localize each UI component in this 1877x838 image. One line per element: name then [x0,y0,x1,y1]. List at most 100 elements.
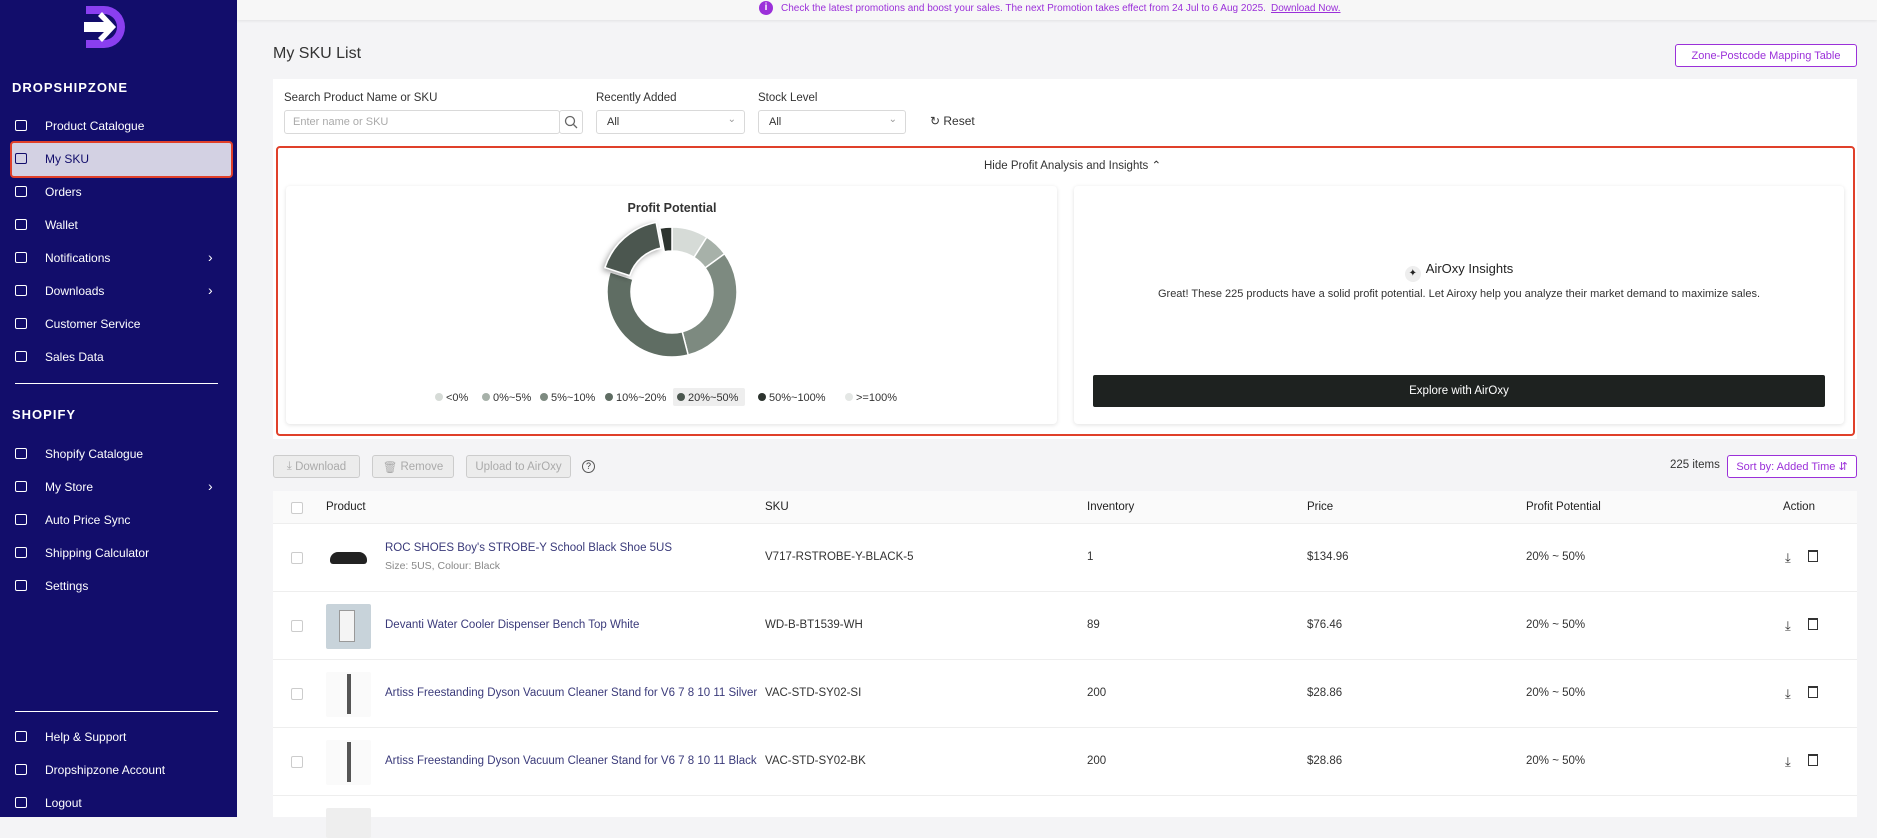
product-name[interactable]: Devanti Water Cooler Dispenser Bench Top… [385,619,640,631]
profit: 20% ~ 50% [1526,687,1586,699]
checkbox[interactable] [291,502,303,514]
nav-item[interactable]: Customer Service [45,317,141,331]
nav-item[interactable]: Settings [45,579,89,593]
insights-card: ✦ AirOxy Insights Great! These 225 produc… [1074,186,1844,424]
chevron: › [208,478,213,494]
nav-item[interactable]: Sales Data [45,350,104,364]
pie-slice [658,226,673,253]
download-icon[interactable]: ⤓ [1785,686,1791,701]
nav-item[interactable]: Dropshipzone Account [45,763,166,777]
product-name[interactable]: Artiss Freestanding Dyson Vacuum Cleaner… [385,755,757,767]
toggle[interactable]: Hide Profit Analysis and Insights ⌃ [984,160,1162,172]
logo[interactable] [80,2,130,52]
remove-button[interactable]: 🗑 Remove [372,455,454,478]
nav-icon [15,318,27,329]
upload-button[interactable]: Upload to AirOxy [466,455,571,478]
download-icon[interactable]: ⤓ [1785,550,1791,565]
row-divider [273,591,1857,592]
select[interactable]: All ⌄ [758,110,906,134]
legend-label: 50%~100% [769,392,826,404]
nav-icon [15,797,27,808]
reset-label: Reset [943,114,975,128]
profit: 20% ~ 50% [1526,551,1586,563]
checkbox[interactable] [291,552,303,564]
banner-link[interactable]: Download Now. [1271,3,1341,14]
sort-button[interactable]: Sort by: Added Time ⇵ [1727,455,1857,478]
product-name[interactable]: Artiss Freestanding Dyson Vacuum Cleaner… [385,687,758,699]
nav-item[interactable]: Notifications [45,251,111,265]
inventory: 89 [1087,619,1100,631]
active-highlight [10,141,233,178]
pie-slice [606,270,690,358]
divider [15,711,218,712]
title-text: AirOxy Insights [1425,261,1514,276]
nav-item[interactable]: My Store [45,480,94,494]
nav-icon [15,481,27,492]
row-divider [273,727,1857,728]
select-value: All [769,116,782,128]
placeholder: Enter name or SKU [293,116,389,128]
legend-swatch [758,393,766,401]
nav-icon [15,252,27,263]
nav-item[interactable]: Shopify Catalogue [45,447,144,461]
nav-icon [15,547,27,558]
legend-swatch [677,393,685,401]
search-input[interactable]: Enter name or SKU [284,110,560,134]
delete-icon[interactable] [1808,686,1818,698]
delete-icon[interactable] [1808,618,1818,630]
search-icon [564,115,578,129]
chevron: ⌄ [727,114,736,125]
reset-button[interactable]: ↻ Reset [930,114,975,128]
sku-table: Product SKU Inventory Price Profit Potential… [273,491,1857,838]
nav-item[interactable]: Auto Price Sync [45,513,131,527]
checkbox[interactable] [291,756,303,768]
legend-label: 10%~20% [616,392,667,404]
banner-text: Check the latest promotions and boost yo… [781,3,1266,14]
nav-icon [15,580,27,591]
search-button[interactable] [559,110,583,134]
nav-icon [15,514,27,525]
table-header [273,491,1857,524]
nav-icon [15,731,27,742]
profit: 20% ~ 50% [1526,755,1586,767]
delete-icon[interactable] [1808,754,1818,766]
delete-icon[interactable] [1808,550,1818,562]
nav-item[interactable]: Help & Support [45,730,127,744]
info-icon: i [759,1,773,15]
sku: VAC-STD-SY02-BK [765,755,866,767]
nav-icon [15,186,27,197]
explore-button[interactable]: Explore with AirOxy [1093,375,1825,407]
download-icon[interactable]: ⤓ [1785,754,1791,769]
price: $28.86 [1307,687,1343,699]
product-shape [347,742,351,782]
nav-item[interactable]: Product Catalogue [45,119,145,133]
nav-icon [15,351,27,362]
chevron: › [208,249,213,265]
nav-item[interactable]: Downloads [45,284,105,298]
sku: WD-B-BT1539-WH [765,619,863,631]
nav-item[interactable]: Orders [45,185,82,199]
nav-item[interactable]: Shipping Calculator [45,546,150,560]
nav-item[interactable]: Wallet [45,218,78,232]
sku: V717-RSTROBE-Y-BLACK-5 [765,551,914,563]
mapping-button[interactable]: Zone-Postcode Mapping Table [1675,44,1857,67]
download-icon[interactable]: ⤓ [1785,618,1791,633]
inventory: 1 [1087,551,1094,563]
legend-label: 20%~50% [688,392,739,404]
chart-title: Profit Potential [628,201,717,215]
column-header: Price [1307,501,1334,513]
nav-icon [15,285,27,296]
price: $76.46 [1307,619,1343,631]
nav-icon [15,764,27,775]
nav-icon [15,219,27,230]
download-button[interactable]: ⤓ Download [273,455,360,478]
nav-item[interactable]: Logout [45,796,82,810]
help-icon[interactable]: ? [582,460,595,473]
select[interactable]: All ⌄ [596,110,745,134]
nav-item[interactable]: My SKU [45,152,90,166]
product-name[interactable]: ROC SHOES Boy's STROBE-Y School Black Sh… [385,542,673,554]
checkbox[interactable] [291,620,303,632]
checkbox[interactable] [291,688,303,700]
airoxy-icon: ✦ [1404,266,1421,282]
variant: Size: 5US, Colour: Black [385,560,500,572]
